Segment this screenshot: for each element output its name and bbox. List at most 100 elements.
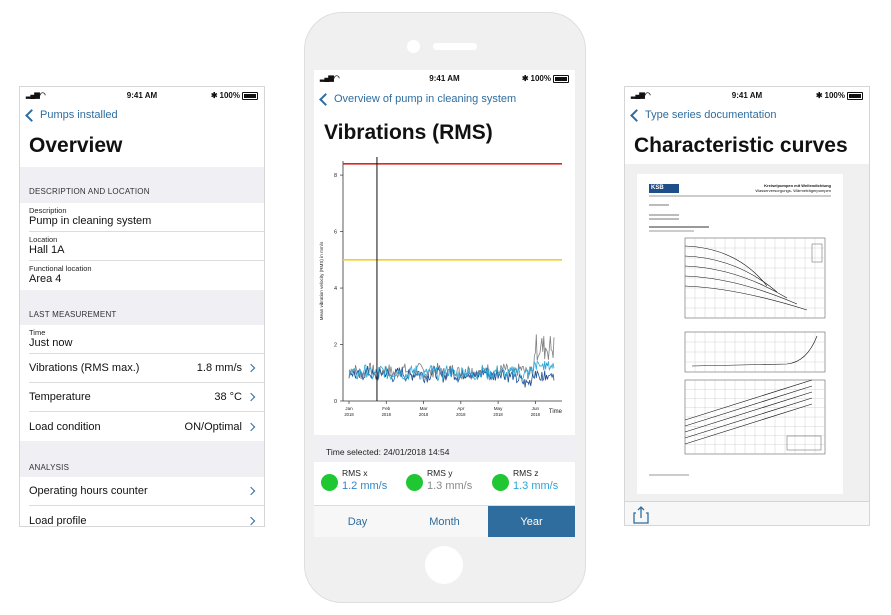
field-value: Area 4 xyxy=(29,273,62,285)
measurement-vibrations[interactable]: Vibrations (RMS max.) 1.8 mm/s xyxy=(29,354,264,383)
status-dot-icon xyxy=(406,474,423,491)
back-label: Overview of pump in cleaning system xyxy=(334,93,517,105)
x-axis-label: Time xyxy=(549,409,563,415)
head-curve xyxy=(684,265,788,299)
measurement-value: 1.8 mm/s xyxy=(196,362,242,374)
y-tick-label: 4 xyxy=(334,286,337,292)
analysis-operating-hours[interactable]: Operating hours counter xyxy=(29,477,264,506)
chart-svg: 0 2 4 6 8 Mean vibration velocity (RMS) in mm… xyxy=(319,157,563,417)
legend-box xyxy=(786,435,822,451)
chevron-right-icon xyxy=(246,392,256,402)
analysis-load-profile[interactable]: Load profile xyxy=(29,506,264,526)
measurement-label: Temperature xyxy=(29,391,91,403)
x-tick-year: 2018 xyxy=(531,412,541,417)
status-time: 9:41 AM xyxy=(731,91,763,100)
field-location: Location Hall 1A xyxy=(29,232,264,261)
rms-name: RMS x xyxy=(342,468,368,478)
segment-month[interactable]: Month xyxy=(429,515,460,528)
chevron-left-icon xyxy=(319,92,332,106)
battery-indicator: ✱ 100% xyxy=(522,74,569,83)
head-curve xyxy=(684,285,808,311)
field-time: Time Just now xyxy=(29,325,264,354)
documentation-screen: ▂▄▆ ◠ 9:41 AM ✱ 100% Type series documen… xyxy=(624,86,870,526)
back-label: Pumps installed xyxy=(40,109,118,121)
vibrations-screen: ▂▄▆ ◠ 9:41 AM ✱ 100% Overview of pump in… xyxy=(314,70,575,537)
status-bar: ▂▄▆ ◠ 9:41 AM ✱ 100% xyxy=(314,70,575,87)
x-tick-label: Mar xyxy=(420,406,428,411)
status-dot-icon xyxy=(321,474,338,491)
doc-text-line xyxy=(649,204,669,206)
bluetooth-icon: ✱ xyxy=(521,74,529,83)
y-tick-label: 0 xyxy=(334,399,337,405)
status-time: 9:41 AM xyxy=(429,74,460,83)
field-label: Time xyxy=(29,328,46,337)
segment-day[interactable]: Day xyxy=(347,515,368,528)
measurement-value: ON/Optimal xyxy=(184,420,242,433)
x-tick-year: 2018 xyxy=(456,412,466,417)
rms-values-row: RMS x 1.2 mm/s RMS y 1.3 mm/s RMS z 1.3 … xyxy=(314,462,575,502)
page-title: Overview xyxy=(29,134,123,157)
x-tick-year: 2018 xyxy=(344,412,354,417)
home-button[interactable] xyxy=(425,546,463,584)
battery-icon xyxy=(553,74,569,83)
measurement-load-condition[interactable]: Load condition ON/Optimal xyxy=(29,412,264,441)
chevron-right-icon xyxy=(246,486,256,496)
back-label: Type series documentation xyxy=(645,109,777,121)
field-label: Functional location xyxy=(29,264,92,273)
signal-wifi-icon: ▂▄▆ ◠ xyxy=(26,92,46,99)
x-tick-label: Jun xyxy=(532,406,540,411)
status-bar: ▂▄▆ ◠ 9:41 AM ✱ 100% xyxy=(625,87,869,104)
back-button-type-series[interactable]: Type series documentation xyxy=(630,108,777,122)
doc-text-line xyxy=(649,214,679,216)
period-segmented-control: Day Month Year xyxy=(314,505,575,537)
description-list: Description Pump in cleaning system Loca… xyxy=(20,203,264,290)
pump-diagram xyxy=(811,243,823,263)
rms-value: 1.2 mm/s xyxy=(342,480,388,492)
share-icon[interactable] xyxy=(633,506,649,524)
back-button-pumps-installed[interactable]: Pumps installed xyxy=(25,108,118,122)
head-curve xyxy=(684,275,798,305)
x-tick-year: 2018 xyxy=(419,412,429,417)
battery-indicator: ✱ 100% xyxy=(211,91,258,100)
analysis-list: Operating hours counter Load profile xyxy=(20,477,264,526)
measurement-list: Time Just now Vibrations (RMS max.) 1.8 … xyxy=(20,325,264,441)
vibration-chart[interactable]: 0 2 4 6 8 Mean vibration velocity (RMS) in mm… xyxy=(314,153,575,435)
measurement-value: 38 °C xyxy=(214,391,242,403)
ksb-logo: KSB xyxy=(649,184,679,193)
measurement-label: Vibrations (RMS max.) xyxy=(29,362,140,374)
x-tick-label: Jan xyxy=(345,406,353,411)
speaker-grille xyxy=(433,43,477,50)
chevron-right-icon xyxy=(246,363,256,373)
head-curve xyxy=(684,255,778,293)
field-label: Description xyxy=(29,206,67,215)
chevron-right-icon xyxy=(246,422,256,431)
power-curve xyxy=(684,397,813,439)
battery-icon xyxy=(242,91,258,100)
series-line-0 xyxy=(348,334,555,381)
series-line-2 xyxy=(348,360,555,382)
y-axis-label: Mean vibration velocity (RMS) in mm/s xyxy=(319,241,324,320)
section-header-last-measurement: LAST MEASUREMENT xyxy=(20,290,264,325)
rms-value: 1.3 mm/s xyxy=(427,480,473,492)
status-bar: ▂▄▆ ◠ 9:41 AM ✱ 100% xyxy=(20,87,264,104)
battery-indicator: ✱ 100% xyxy=(816,91,863,100)
document-viewer[interactable]: KSB Kreiselpumpen mit Wellendichtung Was… xyxy=(625,164,869,501)
power-curve xyxy=(684,385,813,427)
x-tick-year: 2018 xyxy=(493,412,503,417)
segment-year[interactable]: Year xyxy=(488,506,575,537)
chevron-right-icon xyxy=(246,516,256,525)
power-curve xyxy=(684,391,813,433)
x-tick-label: May xyxy=(494,406,503,411)
doc-text-line xyxy=(649,474,689,476)
back-button-overview[interactable]: Overview of pump in cleaning system xyxy=(319,92,517,106)
doc-text-line xyxy=(649,218,679,220)
signal-wifi-icon: ▂▄▆ ◠ xyxy=(631,92,651,99)
rms-value: 1.3 mm/s xyxy=(513,480,559,492)
rms-name: RMS y xyxy=(427,468,453,478)
field-value: Just now xyxy=(29,337,73,349)
measurement-temperature[interactable]: Temperature 38 °C xyxy=(29,383,264,412)
battery-percent: 100% xyxy=(530,74,551,83)
characteristic-curves-drawing xyxy=(649,195,831,476)
overview-screen: ▂▄▆ ◠ 9:41 AM ✱ 100% Pumps installed Ove… xyxy=(19,86,265,527)
page-title: Characteristic curves xyxy=(634,134,848,157)
